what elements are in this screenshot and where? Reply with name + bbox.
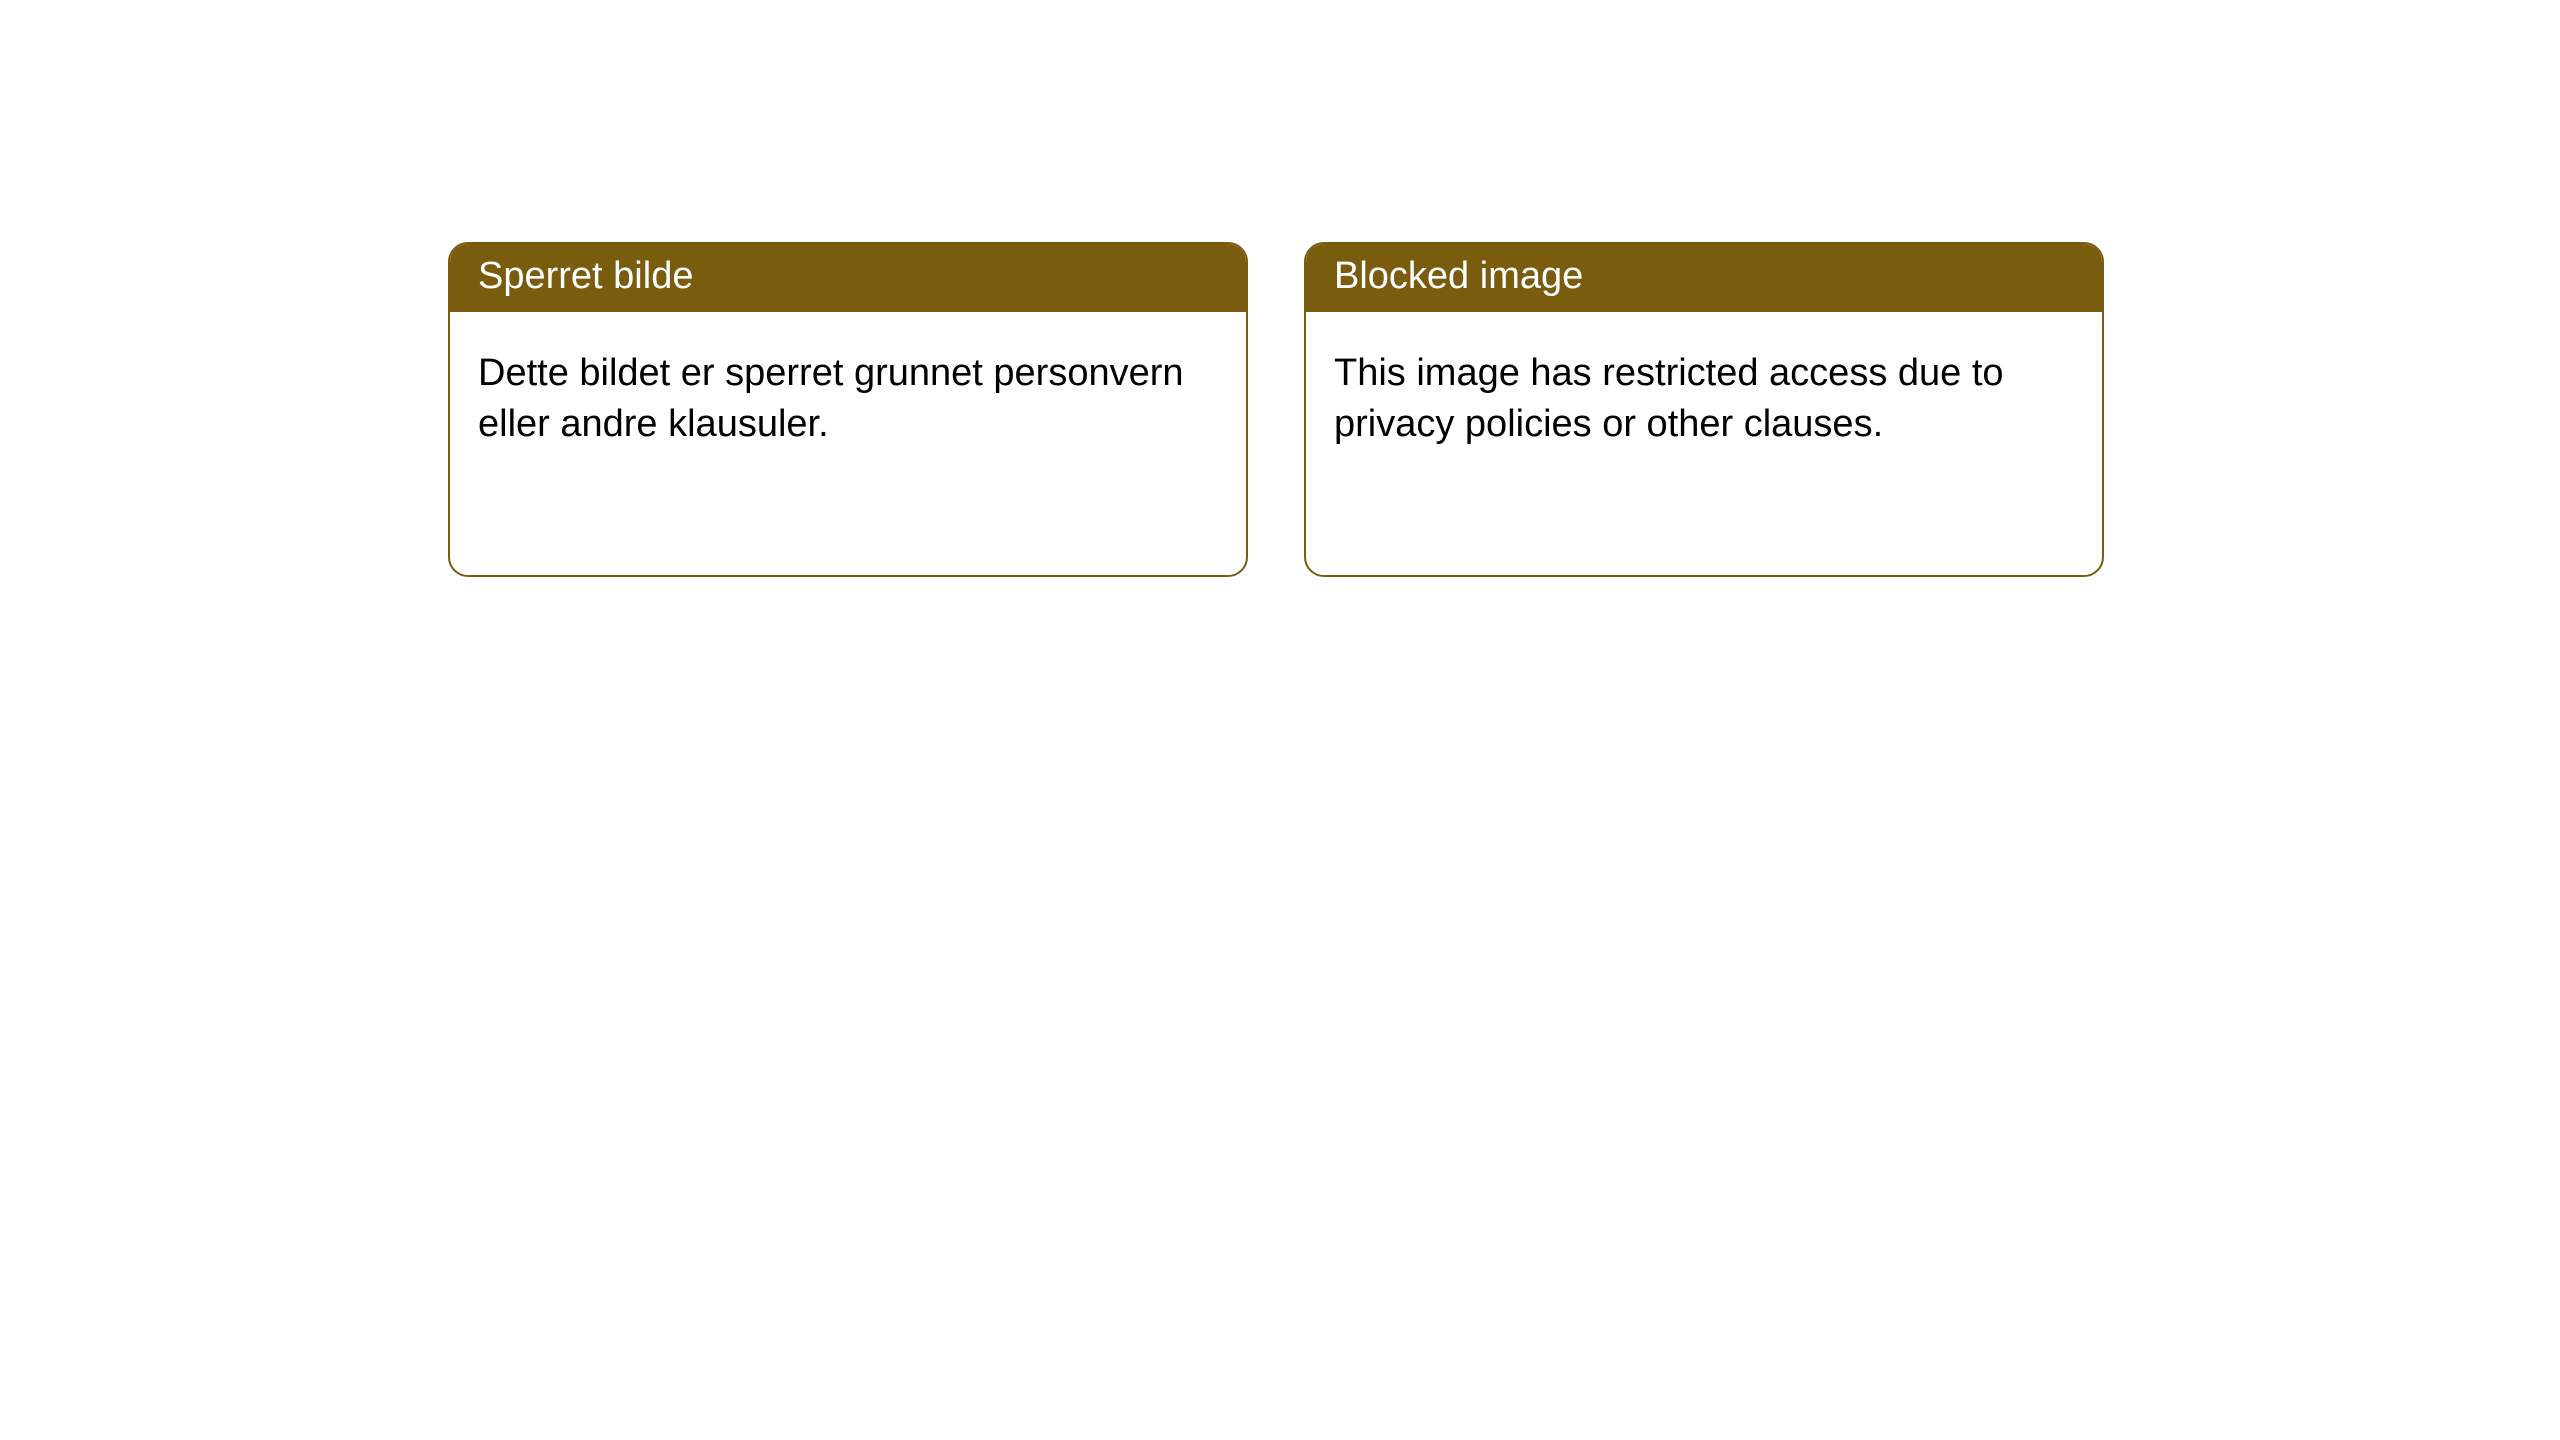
notice-header: Sperret bilde bbox=[450, 244, 1246, 312]
notice-header: Blocked image bbox=[1306, 244, 2102, 312]
notice-card-norwegian: Sperret bilde Dette bildet er sperret gr… bbox=[448, 242, 1248, 577]
notice-card-english: Blocked image This image has restricted … bbox=[1304, 242, 2104, 577]
notice-body: This image has restricted access due to … bbox=[1306, 312, 2102, 487]
notice-body: Dette bildet er sperret grunnet personve… bbox=[450, 312, 1246, 487]
notice-container: Sperret bilde Dette bildet er sperret gr… bbox=[0, 0, 2560, 577]
